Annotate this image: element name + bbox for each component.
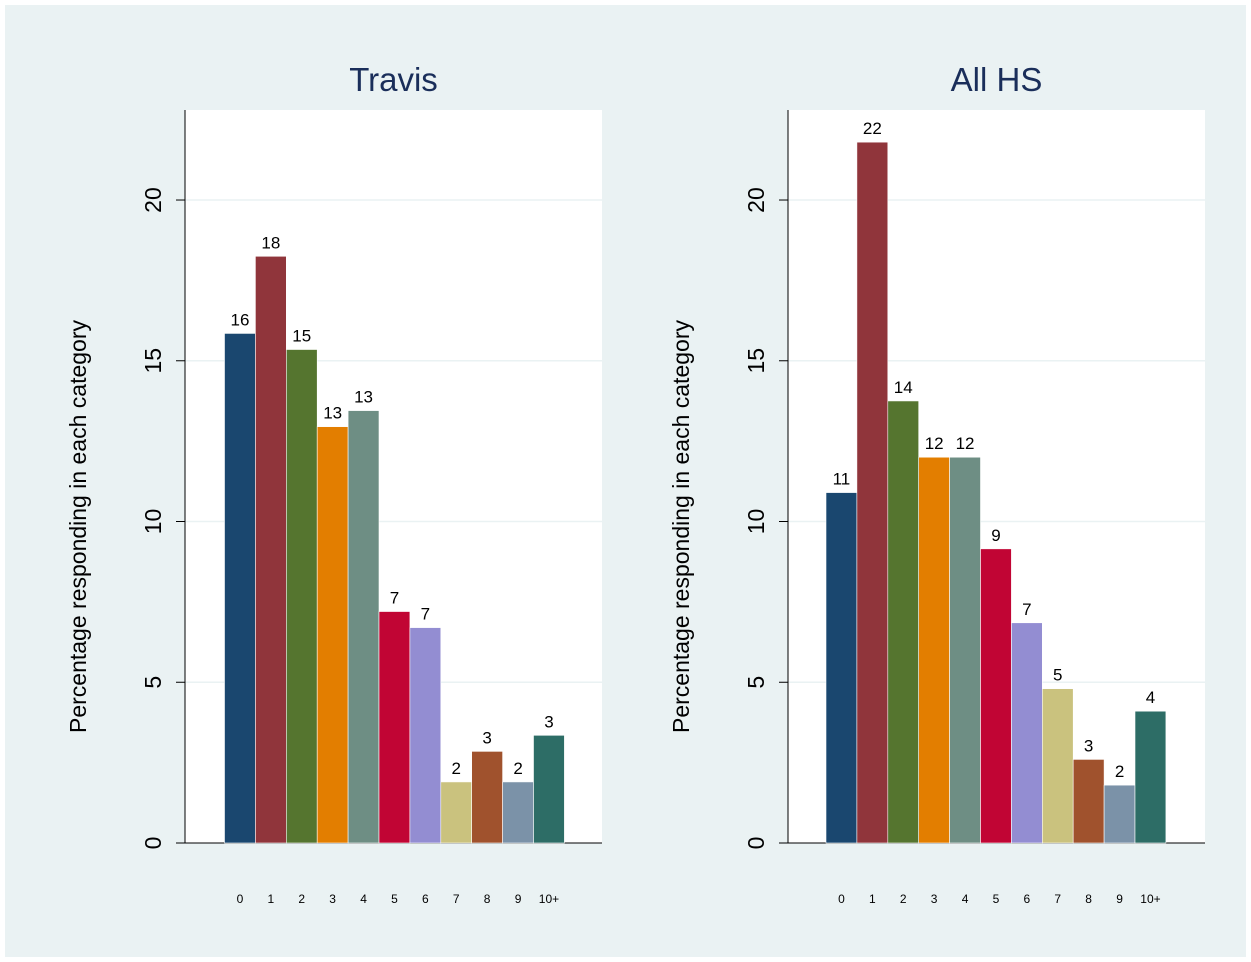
y-tick-label: 5	[743, 676, 769, 689]
data-label: 11	[833, 470, 851, 489]
bar-7	[440, 781, 472, 844]
x-tick-label: 4	[962, 892, 969, 906]
x-tick-label: 10+	[539, 892, 559, 906]
bar-0	[825, 492, 858, 844]
x-tick-label: 10+	[1140, 892, 1160, 906]
bar-7	[1042, 688, 1074, 844]
chart-figure: 0 5 10 15 20 16 0 18 1 15 2 13 3 13 4 7 5 7 6 2 7 3 8 2 9 3 10+ Tra…	[5, 5, 1246, 957]
data-label: 7	[390, 589, 399, 608]
y-tick-label: 10	[140, 509, 166, 535]
bar-6	[1011, 622, 1043, 844]
data-label: 14	[894, 378, 913, 397]
x-tick-label: 8	[484, 892, 491, 906]
panel-all-hs: 0 5 10 15 20 11 0 22 1 14 2 12 3 12 4 9 5 7 6 5 7 3 8 2 9 4 10+ All…	[668, 61, 1205, 906]
y-tick-label: 15	[743, 348, 769, 374]
bar-1	[255, 255, 287, 844]
data-label: 5	[1053, 666, 1062, 685]
data-label: 7	[421, 605, 430, 624]
bar-3	[316, 426, 349, 844]
data-label: 13	[354, 388, 373, 407]
y-tick-label: 10	[743, 509, 769, 535]
data-label: 3	[544, 712, 553, 731]
y-tick-label: 0	[140, 837, 166, 850]
x-tick-label: 5	[391, 892, 398, 906]
data-label: 4	[1146, 688, 1155, 707]
chart-title: Travis	[349, 61, 438, 98]
x-tick-label: 1	[268, 892, 275, 906]
data-label: 2	[513, 759, 522, 778]
bar-4	[949, 456, 981, 844]
x-tick-label: 0	[237, 892, 244, 906]
y-tick-label: 5	[140, 676, 166, 689]
bar-9	[502, 781, 534, 844]
x-tick-label: 9	[515, 892, 522, 906]
x-tick-label: 8	[1085, 892, 1092, 906]
x-tick-label: 6	[1024, 892, 1031, 906]
bar-8	[471, 751, 503, 844]
x-tick-label: 0	[838, 892, 845, 906]
x-tick-label: 6	[422, 892, 429, 906]
x-tick-label: 1	[869, 892, 876, 906]
data-label: 2	[1115, 762, 1124, 781]
y-tick-label: 15	[140, 348, 166, 374]
bar-1	[856, 141, 889, 844]
bar-9	[1103, 784, 1136, 844]
data-label: 13	[323, 404, 342, 423]
x-tick-label: 7	[1054, 892, 1061, 906]
y-axis-label: Percentage responding in each category	[668, 320, 694, 734]
x-tick-label: 3	[329, 892, 336, 906]
x-tick-label: 2	[298, 892, 305, 906]
data-label: 18	[261, 233, 280, 252]
data-label: 15	[292, 327, 311, 346]
data-label: 16	[230, 310, 249, 329]
bar-10+	[1134, 710, 1167, 844]
bar-3	[918, 456, 950, 844]
x-tick-label: 2	[900, 892, 907, 906]
chart-title: All HS	[951, 61, 1043, 98]
data-label: 3	[1084, 736, 1093, 755]
x-tick-label: 5	[993, 892, 1000, 906]
data-label: 7	[1022, 600, 1031, 619]
y-axis-label: Percentage responding in each category	[65, 320, 91, 734]
data-label: 3	[482, 728, 491, 747]
bar-5	[980, 548, 1012, 844]
data-label: 2	[452, 759, 461, 778]
data-label: 12	[925, 434, 944, 453]
bar-8	[1072, 759, 1105, 844]
x-tick-label: 7	[453, 892, 460, 906]
data-label: 12	[956, 434, 975, 453]
bar-4	[347, 410, 380, 844]
data-label: 9	[991, 526, 1000, 545]
chart-canvas: 051015201601811521331347576273829310+Tra…	[65, 61, 1205, 906]
bar-2	[887, 400, 919, 844]
bar-10+	[533, 735, 565, 844]
bar-0	[224, 333, 256, 844]
y-tick-label: 0	[743, 837, 769, 850]
bar-6	[409, 627, 442, 844]
x-tick-label: 4	[360, 892, 367, 906]
x-tick-label: 3	[931, 892, 938, 906]
x-tick-label: 9	[1116, 892, 1123, 906]
bar-5	[378, 611, 411, 844]
bar-2	[285, 349, 318, 844]
panel-travis: 0 5 10 15 20 16 0 18 1 15 2 13 3 13 4 7 5 7 6 2 7 3 8 2 9 3 10+ Tra…	[65, 61, 602, 906]
y-tick-label: 20	[140, 187, 166, 213]
data-label: 22	[863, 119, 882, 138]
y-tick-label: 20	[743, 187, 769, 213]
